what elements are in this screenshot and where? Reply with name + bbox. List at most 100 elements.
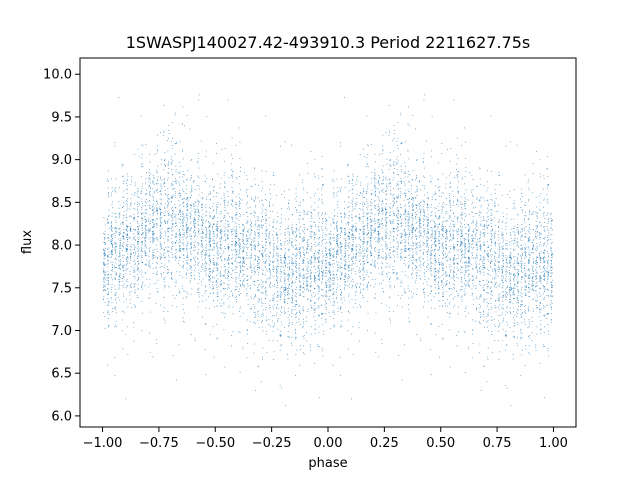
data-point — [104, 264, 105, 266]
data-point — [239, 265, 241, 267]
data-point — [138, 242, 140, 244]
data-point — [393, 260, 395, 262]
data-point — [464, 245, 465, 246]
data-point — [144, 237, 146, 238]
data-point — [234, 204, 236, 205]
data-point — [524, 286, 526, 288]
data-point — [265, 320, 267, 322]
data-point — [134, 289, 136, 291]
data-point — [333, 326, 335, 328]
data-point — [512, 243, 514, 245]
data-point — [510, 258, 512, 260]
data-point — [217, 250, 219, 251]
data-point — [329, 237, 331, 238]
data-point — [303, 352, 304, 353]
data-point — [104, 237, 106, 238]
data-point — [434, 238, 436, 240]
data-point — [341, 273, 343, 275]
data-point — [191, 288, 193, 290]
data-point — [114, 258, 116, 260]
data-point — [396, 238, 398, 240]
data-point — [123, 312, 125, 314]
data-point — [258, 266, 260, 268]
data-point — [270, 311, 271, 313]
data-point — [209, 293, 211, 294]
data-point — [140, 259, 142, 261]
data-point — [351, 269, 353, 271]
data-point — [145, 178, 147, 180]
data-point — [460, 243, 461, 245]
data-point — [343, 234, 345, 235]
data-point — [490, 290, 492, 292]
data-point — [243, 214, 245, 215]
data-point — [332, 279, 334, 281]
data-point — [366, 224, 368, 226]
data-point — [420, 246, 422, 248]
data-point — [377, 234, 379, 236]
data-point — [171, 305, 173, 307]
data-point — [209, 223, 211, 225]
data-point — [375, 267, 376, 268]
data-point — [306, 268, 308, 269]
data-point — [130, 290, 132, 292]
data-point — [208, 279, 210, 280]
data-point — [400, 243, 402, 244]
data-point — [239, 372, 241, 373]
data-point — [255, 295, 256, 297]
data-point — [352, 263, 354, 265]
data-point — [516, 337, 518, 339]
data-point — [268, 236, 270, 238]
data-point — [280, 226, 282, 227]
data-point — [133, 220, 135, 222]
data-point — [540, 251, 542, 253]
data-point — [322, 273, 324, 275]
data-point — [362, 248, 364, 250]
data-point — [310, 278, 312, 279]
data-point — [108, 260, 109, 261]
data-point — [397, 256, 399, 258]
data-point — [430, 268, 431, 269]
data-point — [209, 276, 210, 277]
data-point — [255, 232, 256, 234]
data-point — [454, 287, 455, 289]
data-point — [145, 230, 146, 232]
data-point — [255, 316, 257, 317]
data-point — [315, 257, 316, 259]
data-point — [142, 212, 144, 214]
data-point — [243, 230, 245, 232]
data-point — [416, 274, 417, 276]
data-point — [257, 217, 259, 219]
data-point — [476, 230, 477, 231]
data-point — [220, 244, 221, 246]
data-point — [201, 219, 202, 221]
data-point — [325, 247, 326, 249]
data-point — [349, 254, 351, 256]
data-point — [213, 288, 215, 290]
data-point — [450, 277, 452, 279]
data-point — [532, 268, 533, 269]
data-point — [229, 255, 230, 257]
data-point — [439, 235, 441, 237]
data-point — [487, 287, 489, 289]
data-point — [136, 248, 138, 250]
data-point — [215, 281, 217, 283]
data-point — [355, 184, 357, 185]
data-point — [393, 172, 394, 173]
data-points — [103, 94, 554, 406]
data-point — [381, 227, 383, 229]
data-point — [386, 203, 388, 205]
data-point — [389, 152, 391, 154]
data-point — [348, 217, 349, 219]
data-point — [294, 198, 296, 200]
data-point — [314, 221, 315, 223]
data-point — [134, 278, 136, 280]
data-point — [362, 294, 364, 296]
data-point — [325, 275, 327, 277]
data-point — [141, 226, 143, 228]
data-point — [300, 286, 302, 288]
data-point — [370, 244, 372, 246]
data-point — [409, 233, 410, 235]
data-point — [261, 190, 262, 192]
data-point — [247, 243, 248, 244]
data-point — [103, 239, 105, 241]
